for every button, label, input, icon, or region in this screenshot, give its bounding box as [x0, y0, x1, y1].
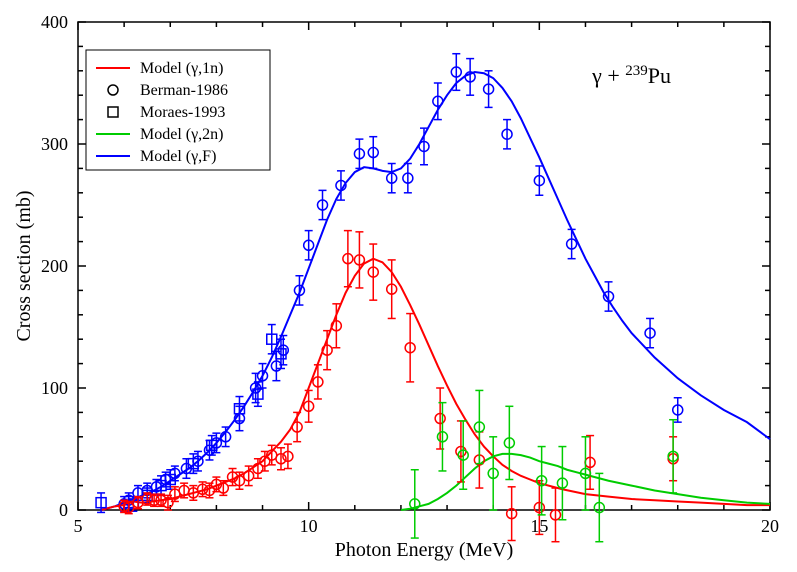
x-tick-label: 10: [300, 516, 318, 536]
legend-label: Moraes-1993: [140, 104, 225, 121]
x-tick-label: 20: [761, 516, 779, 536]
legend-swatch: [108, 85, 118, 95]
y-tick-label: 400: [41, 12, 68, 32]
legend-label: Model (γ,1n): [140, 60, 224, 77]
y-tick-label: 0: [59, 500, 68, 520]
moraes-gF: [96, 325, 286, 513]
x-axis-label: Photon Energy (MeV): [335, 539, 514, 561]
legend-swatch: [108, 107, 118, 117]
y-axis-label: Cross section (mb): [13, 190, 35, 341]
reaction-annotation: γ + 239Pu: [591, 63, 671, 88]
y-tick-label: 200: [41, 256, 68, 276]
model-g1n: [101, 259, 770, 510]
cross-section-chart: 51015200100200300400Photon Energy (MeV)C…: [0, 0, 797, 572]
y-tick-label: 300: [41, 134, 68, 154]
x-tick-label: 5: [74, 516, 83, 536]
y-tick-label: 100: [41, 378, 68, 398]
legend-label: Model (γ,F): [140, 148, 216, 165]
legend-label: Berman-1986: [140, 82, 228, 99]
legend-label: Model (γ,2n): [140, 126, 224, 143]
